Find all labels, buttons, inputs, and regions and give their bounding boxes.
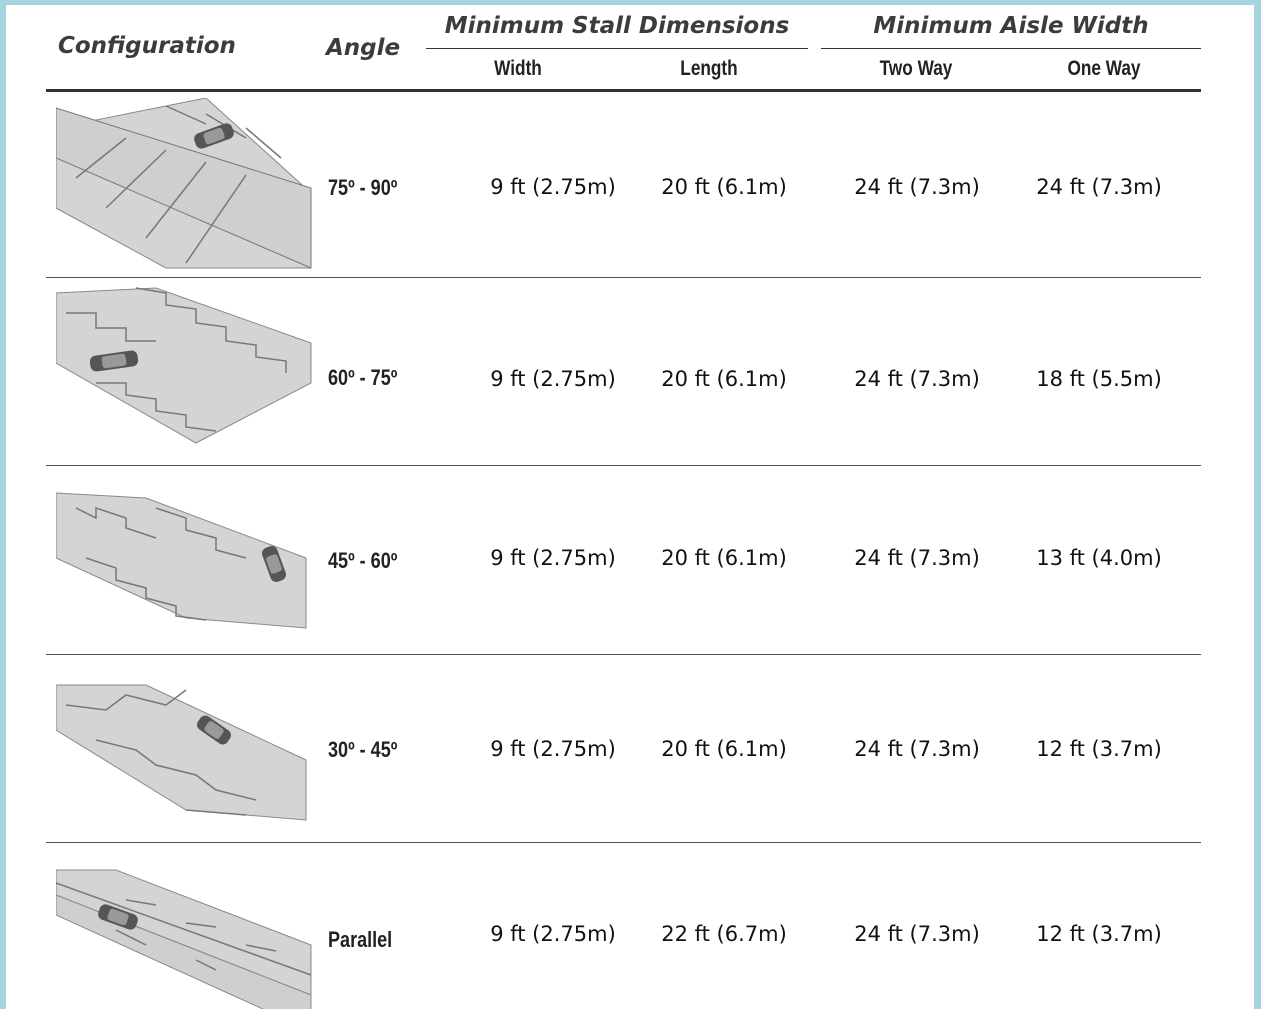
length-value: 20 ft (6.1m) bbox=[661, 367, 787, 391]
two-way-value: 24 ft (7.3m) bbox=[854, 737, 980, 761]
header-configuration: Configuration bbox=[58, 33, 236, 59]
two-way-value: 24 ft (7.3m) bbox=[854, 546, 980, 570]
row-rule bbox=[46, 277, 1201, 278]
two-way-value: 24 ft (7.3m) bbox=[854, 367, 980, 391]
parking-60-icon bbox=[56, 287, 312, 444]
angle-label: Parallel bbox=[328, 927, 393, 952]
width-value: 9 ft (2.75m) bbox=[490, 737, 616, 761]
angle-label: 30º - 45º bbox=[328, 737, 398, 762]
row-rule bbox=[46, 654, 1201, 655]
row-rule bbox=[46, 842, 1201, 843]
parking-parallel-icon bbox=[56, 869, 312, 1009]
two-way-value: 24 ft (7.3m) bbox=[854, 175, 980, 199]
width-value: 9 ft (2.75m) bbox=[490, 922, 616, 946]
angle-label: 45º - 60º bbox=[328, 548, 398, 573]
header-one-way: One Way bbox=[1067, 57, 1141, 80]
header-stall-group: Minimum Stall Dimensions bbox=[444, 13, 790, 39]
width-value: 9 ft (2.75m) bbox=[490, 175, 616, 199]
length-value: 22 ft (6.7m) bbox=[661, 922, 787, 946]
aisle-group-rule bbox=[821, 48, 1201, 49]
width-value: 9 ft (2.75m) bbox=[490, 367, 616, 391]
one-way-value: 18 ft (5.5m) bbox=[1036, 367, 1162, 391]
header-two-way: Two Way bbox=[879, 57, 953, 80]
one-way-value: 12 ft (3.7m) bbox=[1036, 922, 1162, 946]
parking-90-icon bbox=[56, 98, 312, 269]
header-aisle-group: Minimum Aisle Width bbox=[873, 13, 1149, 39]
header-angle: Angle bbox=[326, 35, 401, 61]
width-value: 9 ft (2.75m) bbox=[490, 546, 616, 570]
one-way-value: 13 ft (4.0m) bbox=[1036, 546, 1162, 570]
header-rule bbox=[46, 89, 1201, 92]
one-way-value: 12 ft (3.7m) bbox=[1036, 737, 1162, 761]
angle-label: 75º - 90º bbox=[328, 175, 398, 200]
header-length: Length bbox=[680, 57, 738, 80]
row-rule bbox=[46, 465, 1201, 466]
parking-table: Configuration Angle Minimum Stall Dimens… bbox=[6, 5, 1254, 1009]
length-value: 20 ft (6.1m) bbox=[661, 175, 787, 199]
one-way-value: 24 ft (7.3m) bbox=[1036, 175, 1162, 199]
length-value: 20 ft (6.1m) bbox=[661, 737, 787, 761]
parking-30-icon bbox=[56, 684, 307, 821]
two-way-value: 24 ft (7.3m) bbox=[854, 922, 980, 946]
angle-label: 60º - 75º bbox=[328, 365, 398, 390]
parking-45-icon bbox=[56, 492, 307, 629]
header-width: Width bbox=[494, 57, 542, 80]
length-value: 20 ft (6.1m) bbox=[661, 546, 787, 570]
stall-group-rule bbox=[426, 48, 808, 49]
